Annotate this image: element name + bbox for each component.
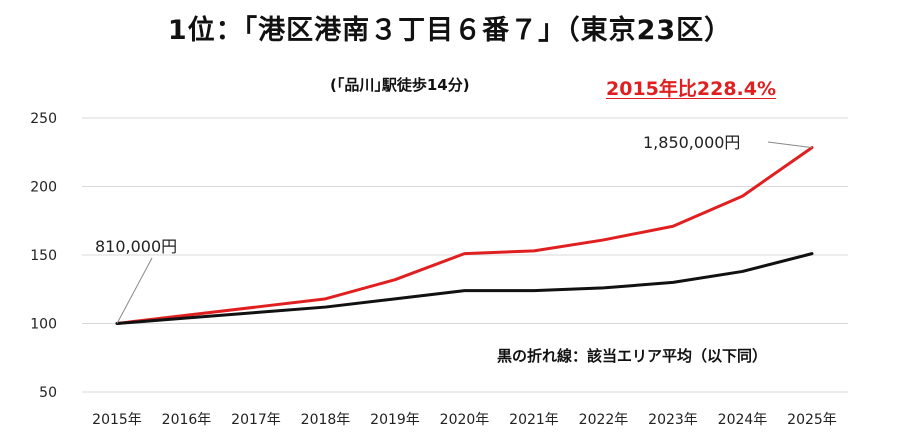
- x-axis-ticks: 2015年 2016年 2017年 2018年 2019年 2020年 2021年 2022年…: [92, 412, 837, 428]
- annotation-end-price: 1,850,000円: [643, 133, 740, 152]
- x-tick-label: 2023年: [648, 412, 698, 428]
- annotation-leader: [116, 257, 153, 324]
- y-tick-label: 50: [39, 385, 57, 401]
- x-tick-label: 2022年: [579, 412, 629, 428]
- x-tick-label: 2021年: [509, 412, 559, 428]
- x-tick-label: 2025年: [787, 412, 837, 428]
- x-tick-label: 2024年: [718, 412, 768, 428]
- y-tick-label: 150: [30, 248, 57, 264]
- x-tick-label: 2020年: [440, 412, 490, 428]
- x-tick-label: 2017年: [231, 412, 281, 428]
- chart-subtitle: (｢品川｣駅徒歩14分): [330, 76, 470, 94]
- y-tick-label: 100: [30, 317, 57, 333]
- y-tick-label: 250: [30, 111, 57, 127]
- legend-note: 黒の折れ線：該当エリア平均（以下同）: [497, 347, 768, 365]
- y-tick-label: 200: [30, 180, 57, 196]
- series-lines: [115, 146, 814, 325]
- x-tick-label: 2015年: [92, 412, 142, 428]
- annotation-start-price: 810,000円: [95, 237, 177, 256]
- series-line-0: [115, 146, 814, 325]
- series-line-1: [115, 252, 814, 325]
- x-tick-label: 2016年: [162, 412, 212, 428]
- x-tick-label: 2019年: [370, 412, 420, 428]
- growth-highlight: 2015年比228.4%: [606, 78, 777, 100]
- x-tick-label: 2018年: [301, 412, 351, 428]
- annotations: 810,000円 1,850,000円: [95, 133, 813, 324]
- chart-title: 1位：｢港区港南３丁目６番７｣（東京23区）: [167, 15, 733, 46]
- annotation-leader: [767, 141, 813, 149]
- y-axis-ticks: 50 100 150 200 250: [30, 111, 57, 401]
